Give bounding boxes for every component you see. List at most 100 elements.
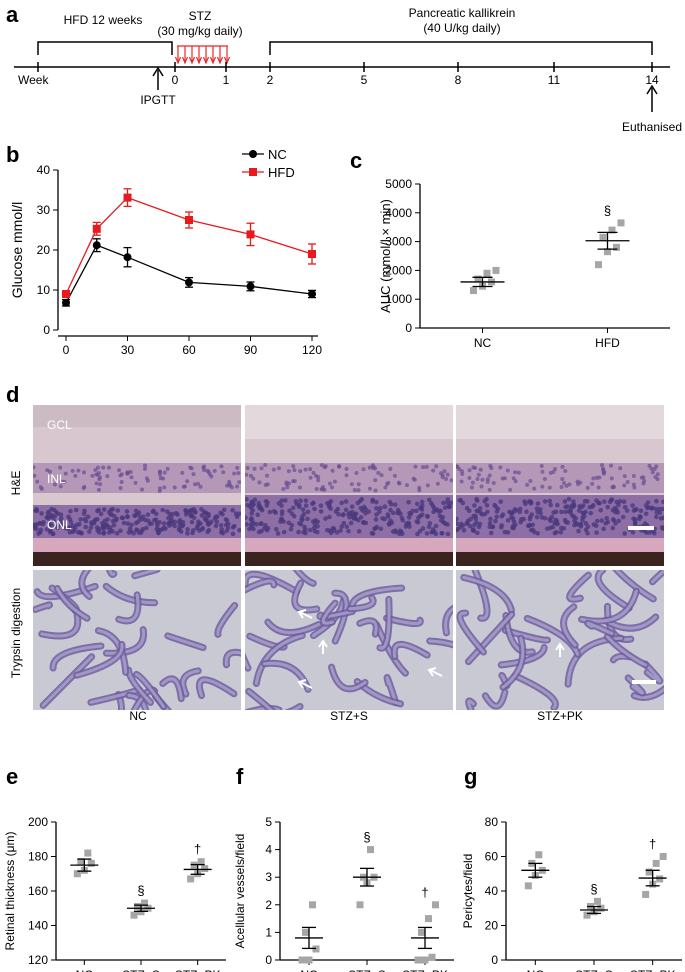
x-tick-label: 90 xyxy=(244,343,258,357)
nucleus xyxy=(594,498,599,503)
nucleus xyxy=(613,521,618,526)
nucleus xyxy=(118,528,123,534)
nucleus xyxy=(630,530,636,535)
capillary-lumen xyxy=(499,646,546,667)
y-tick-label: 0 xyxy=(405,321,412,335)
nucleus xyxy=(653,474,658,479)
data-point xyxy=(428,953,436,961)
nucleus xyxy=(591,476,596,481)
data-point xyxy=(597,904,605,912)
capillary-lumen xyxy=(224,650,241,667)
nucleus xyxy=(185,527,190,532)
nucleus xyxy=(622,474,627,479)
nucleus xyxy=(143,463,148,468)
nucleus xyxy=(192,482,197,487)
nucleus xyxy=(378,526,384,532)
y-axis-label: AUC (mmol/l × min) xyxy=(378,199,393,313)
nucleus xyxy=(235,465,240,470)
x-tick-label: STZ+PK xyxy=(175,968,221,972)
timeline-tick-label: 8 xyxy=(455,73,462,87)
x-tick-label: STZ+PK xyxy=(630,968,676,972)
nucleus xyxy=(198,484,203,489)
x-tick-label: NC xyxy=(300,968,318,972)
nucleus xyxy=(71,528,77,533)
nucleus xyxy=(290,505,296,511)
nucleus xyxy=(337,464,342,469)
nucleus xyxy=(298,485,303,490)
nucleus xyxy=(576,482,581,487)
timeline-tick-label: 1 xyxy=(223,73,230,87)
nucleus xyxy=(392,473,397,478)
nucleus xyxy=(233,511,239,516)
nucleus xyxy=(435,481,440,486)
nucleus xyxy=(308,467,313,472)
x-axis-label: Time (min) xyxy=(165,359,231,360)
nucleus xyxy=(621,499,627,504)
nucleus xyxy=(181,484,186,489)
nucleus xyxy=(498,465,503,470)
nucleus xyxy=(252,497,258,503)
data-point xyxy=(418,928,425,936)
nucleus xyxy=(425,483,430,488)
data-point xyxy=(474,275,482,283)
data-point xyxy=(187,875,195,883)
timeline-tick-label: 2 xyxy=(267,73,274,87)
data-point-hfd xyxy=(185,216,193,224)
nucleus xyxy=(97,477,102,482)
capillary-lumen xyxy=(55,586,89,620)
data-point-nc xyxy=(185,278,193,287)
x-tick-label: 30 xyxy=(121,343,135,357)
nucleus xyxy=(129,522,134,528)
capillary-lumen xyxy=(41,655,94,707)
nucleus xyxy=(300,507,306,512)
nucleus xyxy=(322,465,327,470)
nucleus xyxy=(144,525,149,531)
rpe-layer xyxy=(456,538,664,552)
nucleus xyxy=(414,508,419,514)
legend-marker xyxy=(249,150,257,158)
nucleus xyxy=(547,485,552,490)
nucleus xyxy=(251,476,256,481)
nucleus xyxy=(622,483,627,488)
x-tick-label: 0 xyxy=(63,343,70,357)
stz-label-line1: STZ xyxy=(189,9,212,23)
nucleus xyxy=(298,469,303,474)
significance-marker: † xyxy=(421,885,428,900)
data-point xyxy=(414,956,422,964)
y-tick-label: 60 xyxy=(485,850,499,864)
nucleus xyxy=(610,525,616,531)
nucleus xyxy=(460,472,465,477)
nucleus xyxy=(245,515,248,520)
nucleus xyxy=(49,514,55,520)
capillary-lumen xyxy=(166,634,205,650)
acellular-arrow-head xyxy=(318,639,328,648)
nucleus xyxy=(151,508,156,514)
nucleus xyxy=(178,529,184,534)
nucleus xyxy=(563,468,568,473)
gcl-layer xyxy=(245,405,453,439)
nucleus xyxy=(473,513,478,519)
nucleus xyxy=(58,465,63,470)
data-point-nc xyxy=(92,241,101,250)
timeline-tick-label: 11 xyxy=(548,73,561,87)
data-point xyxy=(302,928,309,936)
nucleus xyxy=(55,511,60,516)
y-tick-label: 5000 xyxy=(385,177,412,191)
acellular-arrow xyxy=(299,681,313,689)
nucleus xyxy=(289,522,295,528)
nucleus xyxy=(352,487,357,492)
nucleus xyxy=(594,475,599,480)
week-label: Week xyxy=(18,73,49,87)
nucleus xyxy=(332,479,337,484)
capillary-lumen xyxy=(525,616,580,656)
nucleus xyxy=(177,519,182,525)
nucleus xyxy=(271,508,277,514)
nucleus xyxy=(157,520,162,525)
panel-label-c: c xyxy=(350,148,362,173)
nucleus xyxy=(128,469,133,474)
capillary-lumen xyxy=(247,689,274,710)
nucleus xyxy=(429,500,434,506)
timeline-tick-label: 5 xyxy=(361,73,368,87)
significance-marker: § xyxy=(604,203,611,218)
nucleus xyxy=(563,509,568,515)
